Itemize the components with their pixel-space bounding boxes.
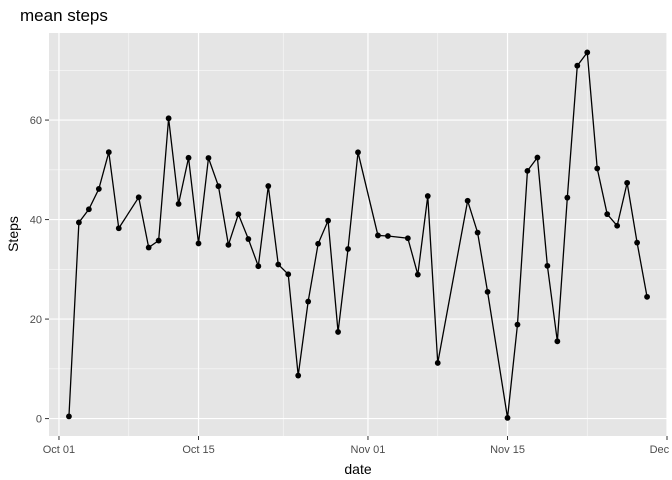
x-tick-label: Dec 01 [650, 444, 672, 456]
data-point [226, 242, 232, 248]
data-point [235, 211, 241, 217]
data-point [335, 329, 341, 335]
data-point [405, 235, 411, 241]
data-point [415, 272, 421, 278]
data-point [66, 413, 72, 419]
data-point [485, 289, 491, 295]
data-point [375, 233, 381, 239]
plot-panel [49, 33, 667, 436]
data-point [305, 299, 311, 305]
y-tick-label: 40 [30, 215, 42, 227]
data-point [584, 50, 590, 56]
data-point [146, 245, 152, 251]
data-point [634, 240, 640, 246]
x-tick-label: Nov 01 [351, 444, 386, 456]
x-axis: Oct 01 Oct 15 Nov 01 Nov 15 Dec 01 [43, 436, 672, 456]
data-point [265, 183, 271, 189]
x-axis-title: date [344, 461, 371, 477]
data-point [325, 218, 331, 224]
data-point [76, 220, 82, 226]
data-point [505, 415, 511, 421]
data-point [166, 115, 172, 121]
chart-title: mean steps [20, 6, 108, 25]
data-point [186, 155, 192, 161]
data-point [385, 233, 391, 239]
data-point [475, 230, 481, 236]
x-tick-label: Oct 15 [182, 444, 214, 456]
data-point [295, 373, 301, 379]
data-point [315, 241, 321, 247]
data-point [176, 201, 182, 207]
data-point [594, 166, 600, 172]
data-point [425, 193, 431, 199]
data-point [624, 180, 630, 186]
data-point [544, 263, 550, 269]
data-point [255, 263, 261, 269]
data-point [644, 294, 650, 300]
data-point [196, 241, 202, 247]
data-point [285, 271, 291, 277]
data-point [564, 195, 570, 201]
y-tick-label: 0 [36, 414, 42, 426]
data-point [96, 186, 102, 192]
data-point [525, 168, 531, 174]
data-point [245, 236, 251, 242]
data-point [275, 262, 281, 268]
data-point [345, 246, 351, 252]
x-tick-label: Nov 15 [490, 444, 525, 456]
data-point [554, 338, 560, 344]
data-point [136, 194, 142, 200]
data-point [216, 183, 222, 189]
data-point [574, 63, 580, 69]
data-point [106, 149, 112, 155]
y-tick-label: 20 [30, 314, 42, 326]
y-axis-title: Steps [5, 216, 21, 252]
data-point [465, 198, 471, 204]
data-point [535, 155, 541, 161]
data-point [206, 155, 212, 161]
y-tick-label: 60 [30, 115, 42, 127]
data-point [156, 238, 162, 244]
data-point [435, 360, 441, 366]
data-point [604, 211, 610, 217]
data-point [86, 206, 92, 212]
data-point [614, 223, 620, 229]
x-tick-label: Oct 01 [43, 444, 75, 456]
data-point [116, 225, 122, 231]
data-point [515, 322, 521, 328]
y-axis: 0 20 40 60 [30, 115, 49, 426]
data-point [355, 149, 361, 155]
